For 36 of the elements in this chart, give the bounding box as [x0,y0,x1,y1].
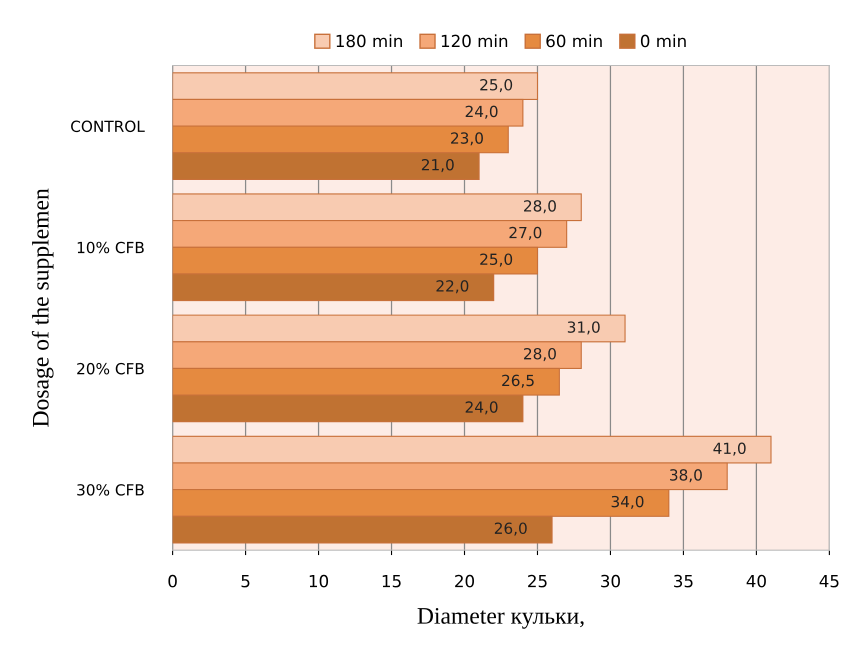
data-label: 26,0 [494,522,527,536]
x-tick-label: 15 [382,575,401,588]
data-label: 25,0 [480,253,512,267]
x-axis-title: Diameter кульки, [418,608,584,629]
data-label: 41,0 [713,442,746,456]
data-label: 27,0 [509,226,542,240]
data-label: 22,0 [436,280,468,294]
data-label: 28,0 [524,200,556,214]
data-label: 38,0 [670,469,702,482]
y-tick-label: CONTROL [71,120,145,132]
x-tick-label: 30 [601,574,620,588]
x-tick-label: 40 [746,574,766,588]
data-label: 24,0 [466,106,498,119]
legend-label: 120 min [442,34,508,48]
data-label: 25,0 [480,78,512,92]
y-tick-label: 20% CFB [77,362,144,374]
x-tick-label: 25 [528,574,547,588]
y-tick-label: 10% CFB [78,242,144,254]
data-label: 31,0 [568,321,600,334]
x-tick-label: 45 [820,575,839,588]
data-label: 21,0 [422,158,454,172]
data-label: 34,0 [612,496,644,509]
data-label: 28,0 [524,348,556,362]
y-tick-label: 30% CFB [77,484,144,496]
x-tick-label: 35 [674,574,693,588]
y-axis-title: Dosage of the supplemen [32,188,54,427]
x-tick-label: 20 [455,574,474,588]
legend-label: 0 min [640,34,686,48]
data-label: 24,0 [466,401,498,414]
legend-label: 60 min [546,34,602,48]
x-tick-label: 0 [168,574,177,588]
x-tick-label: 5 [242,575,250,588]
data-label: 26,5 [502,374,534,388]
legend-label: 180 min [336,34,402,48]
x-tick-label: 10 [310,574,328,588]
data-label: 23,0 [451,132,483,146]
